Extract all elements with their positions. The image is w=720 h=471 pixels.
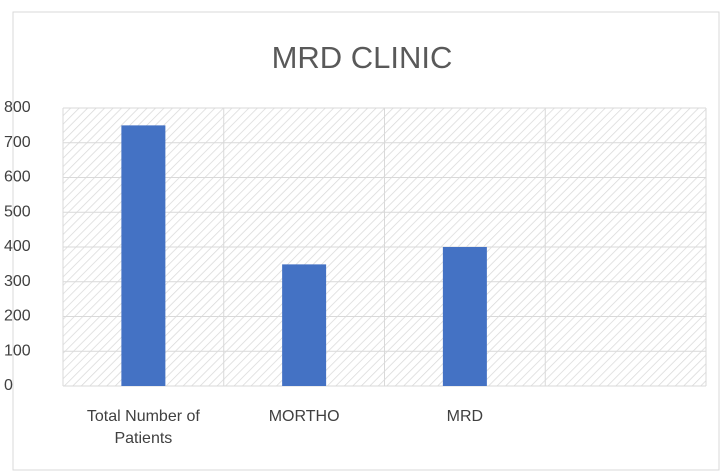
y-tick-label: 100 [4,342,31,359]
y-tick-label: 700 [4,134,31,151]
y-tick-label: 600 [4,169,31,186]
y-tick-label: 800 [4,99,31,116]
bar [282,264,327,386]
y-tick-label: 0 [4,377,13,394]
bar [442,247,487,386]
chart-title: MRD CLINIC [272,40,453,75]
bar [121,125,166,386]
y-tick-label: 200 [4,308,31,325]
y-tick-label: 300 [4,273,31,290]
x-tick-label: MORTHO [268,408,340,425]
x-tick-label: MRD [446,408,484,425]
x-tick-label: Total Number of Patients [86,408,200,447]
y-tick-label: 500 [4,203,31,220]
y-tick-label: 400 [4,238,31,255]
